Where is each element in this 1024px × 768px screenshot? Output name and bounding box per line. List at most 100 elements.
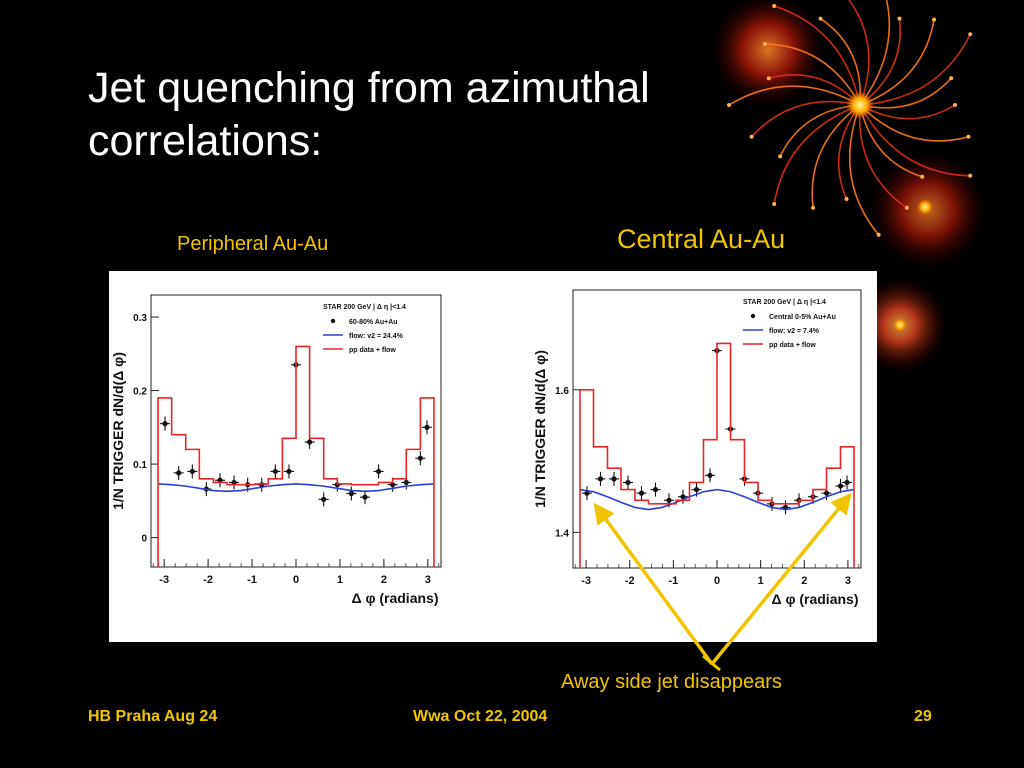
data-point bbox=[321, 496, 327, 502]
slide-title: Jet quenching from azimuthal correlation… bbox=[88, 62, 768, 168]
legend-entry: flow: v2 = 24.4% bbox=[349, 333, 404, 340]
plot-2: -3 -2 -1 0 1 2 3 1.4 1.6 Δ φ (radians) 1/N TRIGGER… bbox=[532, 289, 862, 607]
x-tick-label: 3 bbox=[845, 575, 851, 587]
sunburst-strand-tip bbox=[727, 103, 731, 107]
data-point bbox=[348, 490, 354, 497]
footer-center: Wwa Oct 22, 2004 bbox=[413, 708, 548, 725]
legend-marker bbox=[750, 313, 756, 319]
data-point bbox=[707, 472, 713, 478]
x-tick-label: -3 bbox=[581, 575, 591, 587]
sunburst-strand-tip bbox=[968, 32, 973, 37]
series-pp-data-flow bbox=[157, 345, 435, 567]
sunburst-strand bbox=[728, 85, 861, 106]
sunburst-strand bbox=[848, 104, 880, 236]
data-point bbox=[693, 486, 700, 493]
sunburst-strand bbox=[859, 19, 935, 106]
data-point bbox=[625, 479, 631, 486]
y-tick-label: 0.3 bbox=[133, 313, 147, 324]
plots-panel: -3 -2 -1 0 1 2 3 0 0.1 0.2 0.3 Δ φ (radians) 1/N TRI… bbox=[109, 271, 877, 642]
sunburst-strand bbox=[859, 0, 891, 106]
x-tick-label: 2 bbox=[801, 575, 807, 587]
sunburst-strand-tip bbox=[811, 205, 816, 210]
sunburst-strand bbox=[859, 104, 969, 142]
sunburst-strand bbox=[779, 104, 861, 157]
data-point bbox=[272, 468, 278, 475]
x-tick-label: 2 bbox=[381, 574, 387, 586]
data-point bbox=[362, 494, 368, 500]
data-point bbox=[584, 490, 590, 496]
data-point bbox=[286, 468, 292, 475]
y-tick-label: 1.6 bbox=[555, 386, 569, 397]
plot-1: -3 -2 -1 0 1 2 3 0 0.1 0.2 0.3 Δ φ (radians) 1/N TRI… bbox=[110, 294, 442, 606]
sunburst-strand-tip bbox=[772, 202, 777, 206]
y-tick-label: 0.1 bbox=[133, 460, 147, 471]
sunburst-strand-tip bbox=[749, 134, 754, 139]
sunburst-strand bbox=[859, 18, 901, 106]
x-axis-label: Δ φ (radians) bbox=[772, 591, 859, 607]
sunburst-strand-tip bbox=[920, 174, 925, 179]
data-point bbox=[844, 479, 850, 486]
sunburst-strand-tip bbox=[904, 205, 909, 210]
legend-title: STAR 200 GeV | Δ η |<1.4 bbox=[743, 299, 826, 306]
y-tick-label: 0.2 bbox=[133, 387, 147, 398]
sunburst-strand bbox=[811, 104, 861, 208]
series-flow bbox=[157, 483, 435, 493]
legend-entry: 60-80% Au+Au bbox=[349, 319, 398, 326]
sunburst-strand-tip bbox=[897, 16, 902, 21]
sunburst-strand bbox=[848, 0, 870, 106]
x-tick-label: 3 bbox=[425, 574, 431, 586]
legend-marker bbox=[330, 318, 336, 324]
sunburst-strand-tip bbox=[766, 76, 771, 81]
data-point bbox=[376, 468, 382, 475]
sunburst-strand bbox=[773, 104, 861, 205]
x-tick-label: -1 bbox=[668, 575, 678, 587]
sunburst-strand-tip bbox=[844, 197, 849, 201]
sunburst-strand bbox=[858, 104, 908, 209]
sunburst-strand bbox=[820, 17, 862, 106]
footer-left: HB Praha Aug 24 bbox=[88, 708, 218, 725]
sunburst-strand bbox=[751, 100, 861, 138]
x-tick-label: -1 bbox=[247, 574, 257, 586]
peripheral-label: Peripheral Au-Au bbox=[177, 233, 329, 255]
y-axis-label: 1/N TRIGGER dN/d(Δ φ) bbox=[532, 350, 548, 508]
data-point bbox=[666, 497, 672, 503]
central-label: Central Au-Au bbox=[617, 224, 786, 254]
sunburst-strand-tip bbox=[762, 41, 767, 46]
sunburst-strand-tip bbox=[778, 154, 783, 159]
data-point bbox=[217, 477, 223, 483]
data-point bbox=[417, 455, 423, 461]
sunburst-strand-tip bbox=[818, 16, 823, 21]
data-point bbox=[424, 424, 430, 430]
data-point bbox=[680, 494, 686, 500]
away-side-annotation: Away side jet disappears bbox=[561, 671, 782, 693]
decorative-orb-1 bbox=[710, 0, 826, 108]
data-point bbox=[390, 482, 396, 488]
data-point bbox=[162, 421, 168, 427]
x-tick-label: -2 bbox=[625, 575, 635, 587]
legend-entry: pp data + flow bbox=[769, 342, 816, 349]
legend-entry: pp data + flow bbox=[349, 347, 396, 354]
page-number: 29 bbox=[914, 708, 932, 725]
data-point bbox=[403, 479, 409, 486]
data-point bbox=[823, 490, 830, 496]
sunburst-strand-tip bbox=[932, 17, 936, 22]
sunburst-strand bbox=[764, 43, 861, 106]
sunburst-strand-tip bbox=[772, 4, 777, 8]
plots-svg: -3 -2 -1 0 1 2 3 0 0.1 0.2 0.3 Δ φ (radians) 1/N TRI… bbox=[110, 289, 862, 607]
sunburst-strand-tip bbox=[876, 232, 881, 237]
sunburst-strand-tip bbox=[953, 103, 957, 107]
data-point bbox=[837, 483, 844, 489]
sunburst-strand-tip bbox=[949, 76, 954, 81]
x-tick-label: 1 bbox=[758, 575, 764, 587]
y-tick-label: 1.4 bbox=[555, 528, 569, 539]
x-tick-label: 0 bbox=[293, 574, 299, 586]
sunburst-strand-tip bbox=[966, 134, 971, 139]
sunburst-strand bbox=[773, 5, 861, 106]
data-point bbox=[611, 476, 617, 482]
sunburst-strand-tip bbox=[968, 173, 973, 178]
sunburst-strand bbox=[859, 104, 971, 177]
data-point bbox=[638, 490, 645, 496]
data-point bbox=[189, 468, 195, 475]
y-tick-label: 0 bbox=[141, 534, 147, 545]
sunburst-strand bbox=[859, 33, 971, 106]
